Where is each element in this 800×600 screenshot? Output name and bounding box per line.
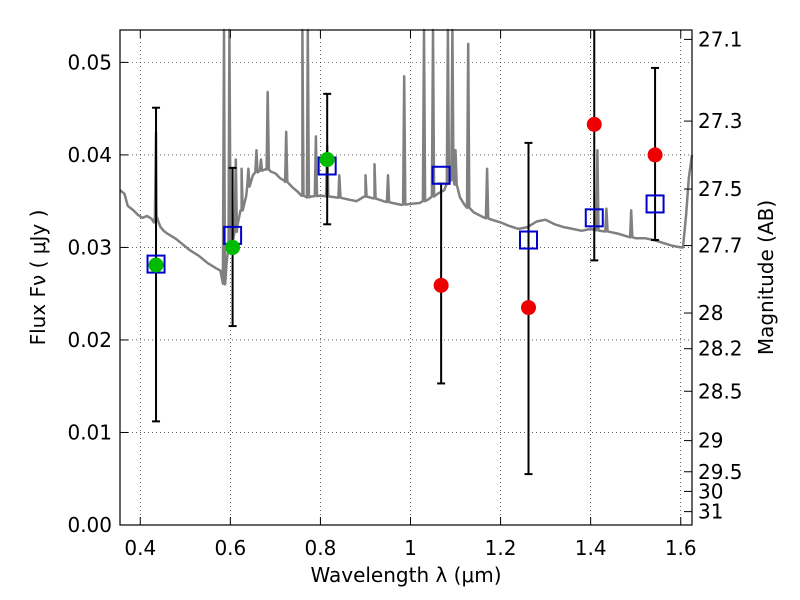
model-square xyxy=(584,208,604,228)
x-tick-label: 0.4 xyxy=(124,536,156,560)
plot-frame xyxy=(119,29,693,526)
y-tick-label: 0.00 xyxy=(67,513,112,537)
x-tick-label: 0.8 xyxy=(305,536,337,560)
model-square xyxy=(645,194,665,214)
model-points xyxy=(146,156,665,274)
y2-tick-label: 29.5 xyxy=(698,460,743,484)
y2-tick-label: 28.2 xyxy=(698,337,743,361)
y2-tick-label: 28 xyxy=(698,301,723,325)
x-tick-label: 1.4 xyxy=(575,536,607,560)
model-square xyxy=(146,254,166,274)
x-tick-label: 1.6 xyxy=(665,536,697,560)
flux-point xyxy=(521,300,537,316)
y-tick-label: 0.05 xyxy=(67,50,112,74)
x-tick-label: 1 xyxy=(404,536,417,560)
template-spectrum-line xyxy=(119,28,694,286)
y2-tick-label: 28.5 xyxy=(698,379,743,403)
y2-tick-label: 27.7 xyxy=(698,234,743,258)
x-axis-title: Wavelength λ (μm) xyxy=(310,563,501,587)
detection-points xyxy=(148,116,663,316)
y-tick-label: 0.04 xyxy=(67,143,112,167)
x-tick-label: 1.2 xyxy=(485,536,517,560)
y2-tick-label: 27.1 xyxy=(698,27,743,51)
flux-point xyxy=(433,277,449,293)
y2-tick-label: 31 xyxy=(698,500,723,524)
y2-tick-label: 30 xyxy=(698,479,723,503)
axis-ticks: 0.4 0.6 0.8 1 1.2 1.4 1.6 0.00 0.01 0.02 0.03 0.04 0… xyxy=(67,27,742,560)
flux-point xyxy=(225,239,241,255)
y2-tick-label: 29 xyxy=(698,429,723,453)
y-tick-label: 0.02 xyxy=(67,328,112,352)
flux-point xyxy=(319,152,335,168)
x-tick-label: 0.6 xyxy=(214,536,246,560)
template-spectrum xyxy=(119,28,694,286)
model-square xyxy=(431,165,451,185)
y-tick-label: 0.03 xyxy=(67,235,112,259)
flux-point xyxy=(148,257,164,273)
grid-lines xyxy=(120,30,692,526)
y2-tick-label: 27.3 xyxy=(698,109,743,133)
y-tick-label: 0.01 xyxy=(67,420,112,444)
model-square xyxy=(519,230,539,250)
y2-axis-title: Magnitude (AB) xyxy=(754,200,778,355)
y2-tick-label: 27.5 xyxy=(698,177,743,201)
flux-point xyxy=(586,116,602,132)
flux-point xyxy=(647,147,663,163)
y-axis-title: Flux Fν ( μJy ) xyxy=(26,210,50,346)
